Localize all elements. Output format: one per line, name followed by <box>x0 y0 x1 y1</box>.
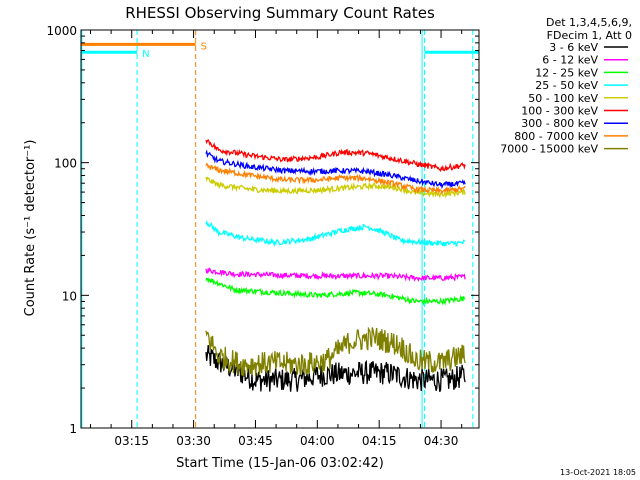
x-tick-label: 03:30 <box>176 434 211 448</box>
legend-entry-label: 6 - 12 keV <box>542 54 598 67</box>
series-line <box>205 267 466 283</box>
legend-entry-label: 12 - 25 keV <box>535 66 598 79</box>
legend-entry-label: 3 - 6 keV <box>549 41 598 54</box>
legend-entry-label: 100 - 300 keV <box>521 105 598 118</box>
axes: 03:15 03:30 03:45 04:00 04:15 04:30 1 10 100 1000 <box>46 24 480 448</box>
series-line <box>205 326 466 377</box>
legend-entry-label: 800 - 7000 keV <box>514 130 598 143</box>
x-tick-label: 03:45 <box>238 434 273 448</box>
legend-entry-label: 300 - 800 keV <box>521 117 598 130</box>
series-line <box>205 138 466 173</box>
x-tick-label: 04:00 <box>300 434 335 448</box>
x-tick-label: 04:15 <box>362 434 397 448</box>
legend-entry-label: 50 - 100 keV <box>528 92 598 105</box>
series-line <box>205 277 466 307</box>
x-tick-label: 04:30 <box>424 434 459 448</box>
legend-header: FDecim 1, Att 0 <box>547 29 632 42</box>
legend-entry-label: 25 - 50 keV <box>535 79 598 92</box>
y-tick-label: 100 <box>54 157 77 171</box>
legend: Det 1,3,4,5,6,9,FDecim 1, Att 03 - 6 keV… <box>500 16 632 156</box>
footer-timestamp: 13-Oct-2021 18:05 <box>560 468 636 477</box>
series-line <box>205 345 466 393</box>
y-tick-label: 10 <box>62 289 77 303</box>
legend-header: Det 1,3,4,5,6,9, <box>546 16 632 29</box>
plot-area: NS <box>81 30 479 428</box>
y-tick-label: 1000 <box>46 24 77 38</box>
plot-frame <box>80 29 480 429</box>
mode-bar-label: N <box>142 49 149 60</box>
y-axis-label: Count Rate (s⁻¹ detector⁻¹) <box>23 140 38 317</box>
mode-bar-label: S <box>201 41 207 52</box>
x-tick-label: 03:15 <box>114 434 149 448</box>
series-line <box>205 162 466 196</box>
series-line <box>205 149 466 190</box>
legend-entry-label: 7000 - 15000 keV <box>500 143 598 156</box>
chart-title: RHESSI Observing Summary Count Rates <box>125 4 435 22</box>
series-line <box>205 219 466 248</box>
x-axis-label: Start Time (15-Jan-06 03:02:42) <box>176 456 384 471</box>
y-tick-label: 1 <box>69 422 77 436</box>
